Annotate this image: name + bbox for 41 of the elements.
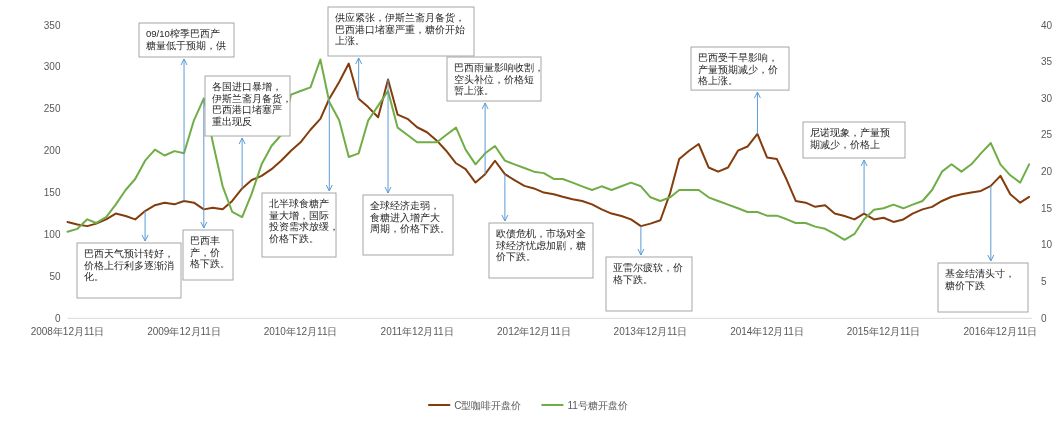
y2-tick-label: 20 xyxy=(1041,166,1053,178)
y-tick-label: 0 xyxy=(54,312,61,324)
annotation: 巴西雨量影响收割，空头补位，价格短暂上涨。 xyxy=(454,62,544,97)
y-tick-label: 150 xyxy=(43,187,61,199)
annotation: 各国进口暴增，伊斯兰斋月备货，巴西港口堵塞严重出现反 xyxy=(212,81,292,128)
annotation: 亚雷尔疲软，价格下跌。 xyxy=(612,262,683,285)
y2-tick-label: 5 xyxy=(1041,276,1047,288)
annotation: 基金结清头寸，糖价下跌 xyxy=(945,268,1015,291)
x-tick-label: 2011年12月11日 xyxy=(380,326,454,338)
annotation: 供应紧张，伊斯兰斋月备货，巴西港口堵塞严重，糖价开始上涨。 xyxy=(335,12,465,47)
y2-tick-label: 25 xyxy=(1041,129,1053,141)
annotation: 北半球食糖产量大增，国际投资需求放缓，价格下跌。 xyxy=(268,198,339,245)
y2-tick-label: 10 xyxy=(1041,239,1053,251)
y2-tick-label: 35 xyxy=(1041,56,1053,68)
y2-tick-label: 30 xyxy=(1041,92,1053,104)
x-tick-label: 2010年12月11日 xyxy=(263,326,338,338)
x-tick-label: 2009年12月11日 xyxy=(147,326,221,338)
y-tick-label: 350 xyxy=(43,19,61,31)
annotation: 全球经济走弱，食糖进入增产大周期，价格下跌。 xyxy=(370,200,450,235)
annotation: 尼诺现象，产量预期减少，价格上 xyxy=(810,127,890,150)
x-tick-label: 2008年12月11日 xyxy=(30,326,105,338)
y-tick-label: 100 xyxy=(43,229,61,240)
y2-tick-label: 0 xyxy=(1041,312,1047,324)
x-tick-label: 2014年12月11日 xyxy=(730,326,804,338)
x-tick-label: 2013年12月11日 xyxy=(613,326,688,338)
annotation: 巴西天气预计转好，价格上行利多逐渐消化。 xyxy=(83,248,174,283)
y-tick-label: 250 xyxy=(43,103,61,115)
x-tick-label: 2012年12月11日 xyxy=(497,326,571,338)
y-tick-label: 200 xyxy=(43,145,61,157)
annotation: 巴西受干旱影响，产量预期减少，价格上涨。 xyxy=(697,52,778,87)
y-tick-label: 300 xyxy=(43,61,61,73)
annotation: 巴西丰产，价格下跌。 xyxy=(189,235,230,270)
legend-label: 11号糖开盘价 xyxy=(567,399,628,411)
y2-tick-label: 40 xyxy=(1041,19,1053,31)
legend-label: C型咖啡开盘价 xyxy=(454,399,522,411)
annotation: 09/10榨季巴西产糖量低于预期，供 xyxy=(146,28,226,51)
x-tick-label: 2016年12月11日 xyxy=(963,326,1038,338)
y-tick-label: 50 xyxy=(49,270,61,282)
y2-tick-label: 15 xyxy=(1041,202,1053,214)
annotation: 欧债危机，市场对全球经济忧虑加剧，糖价下跌。 xyxy=(495,228,586,263)
x-tick-label: 2015年12月11日 xyxy=(846,326,921,338)
